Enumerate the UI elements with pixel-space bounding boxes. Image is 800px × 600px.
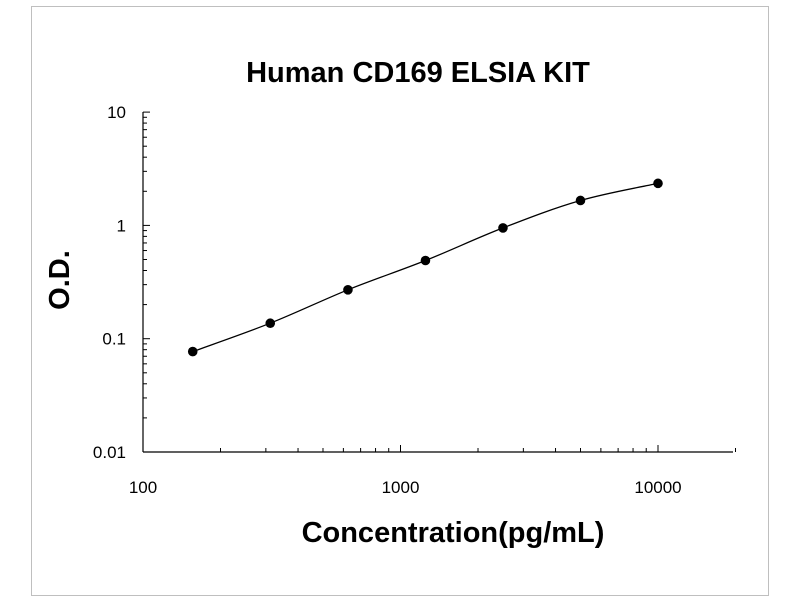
data-point xyxy=(575,195,586,206)
data-point xyxy=(498,223,508,233)
data-points xyxy=(187,178,663,357)
ticks xyxy=(142,111,737,453)
y-tick-label: 1 xyxy=(117,216,126,235)
fit-curve xyxy=(192,182,659,353)
y-axis-label: O.D. xyxy=(44,250,76,310)
x-axis-label: Concentration(pg/mL) xyxy=(302,517,605,549)
y-tick-label: 0.01 xyxy=(93,443,126,462)
y-tick-label: 0.1 xyxy=(102,330,126,349)
tick-labels: 0.01 0.1 1 10 100 1000 10000 xyxy=(93,103,682,497)
data-point xyxy=(420,255,431,266)
x-tick-label: 10000 xyxy=(634,478,681,497)
axes xyxy=(142,112,733,453)
data-point xyxy=(265,318,276,329)
data-point xyxy=(187,346,198,357)
chart-frame xyxy=(31,6,769,596)
x-tick-label: 100 xyxy=(129,478,157,497)
x-tick-label: 1000 xyxy=(382,478,420,497)
data-point xyxy=(653,178,663,189)
data-point xyxy=(343,285,353,295)
y-tick-label: 10 xyxy=(107,103,126,122)
chart-title: Human CD169 ELSIA KIT xyxy=(246,57,590,89)
